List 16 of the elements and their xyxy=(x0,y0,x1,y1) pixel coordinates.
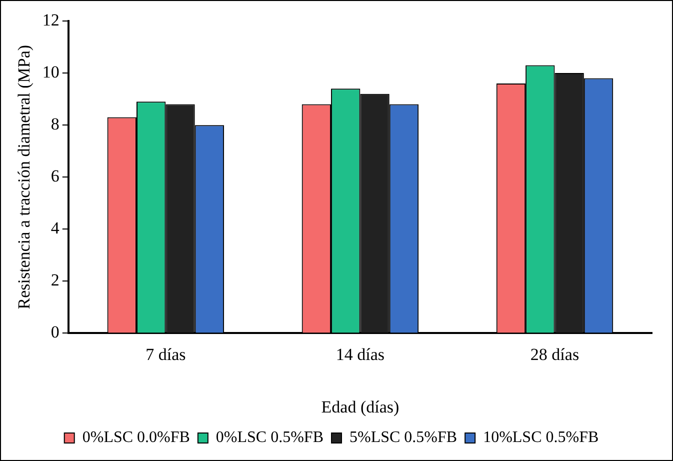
legend-label: 5%LSC 0.5%FB xyxy=(350,429,458,446)
y-axis-title: Resistencia a tracción diametral (MPa) xyxy=(14,44,34,310)
y-tick-label: 10 xyxy=(42,62,60,82)
x-tick-label: 14 días xyxy=(336,344,385,364)
legend-label: 0%LSC 0.5%FB xyxy=(216,429,324,446)
y-tick-label: 4 xyxy=(50,218,60,238)
y-tick-label: 8 xyxy=(50,114,60,134)
y-tick-label: 0 xyxy=(50,322,60,342)
x-axis-title: Edad (días) xyxy=(321,397,400,416)
y-tick-label: 2 xyxy=(50,270,60,290)
legend-label: 10%LSC 0.5%FB xyxy=(483,429,599,446)
y-tick-label: 12 xyxy=(42,10,60,30)
y-tick-label: 6 xyxy=(50,166,60,186)
x-tick-label: 7 días xyxy=(146,344,186,364)
legend-label: 0%LSC 0.0%FB xyxy=(82,429,190,446)
x-tick-label: 28 días xyxy=(530,344,580,364)
